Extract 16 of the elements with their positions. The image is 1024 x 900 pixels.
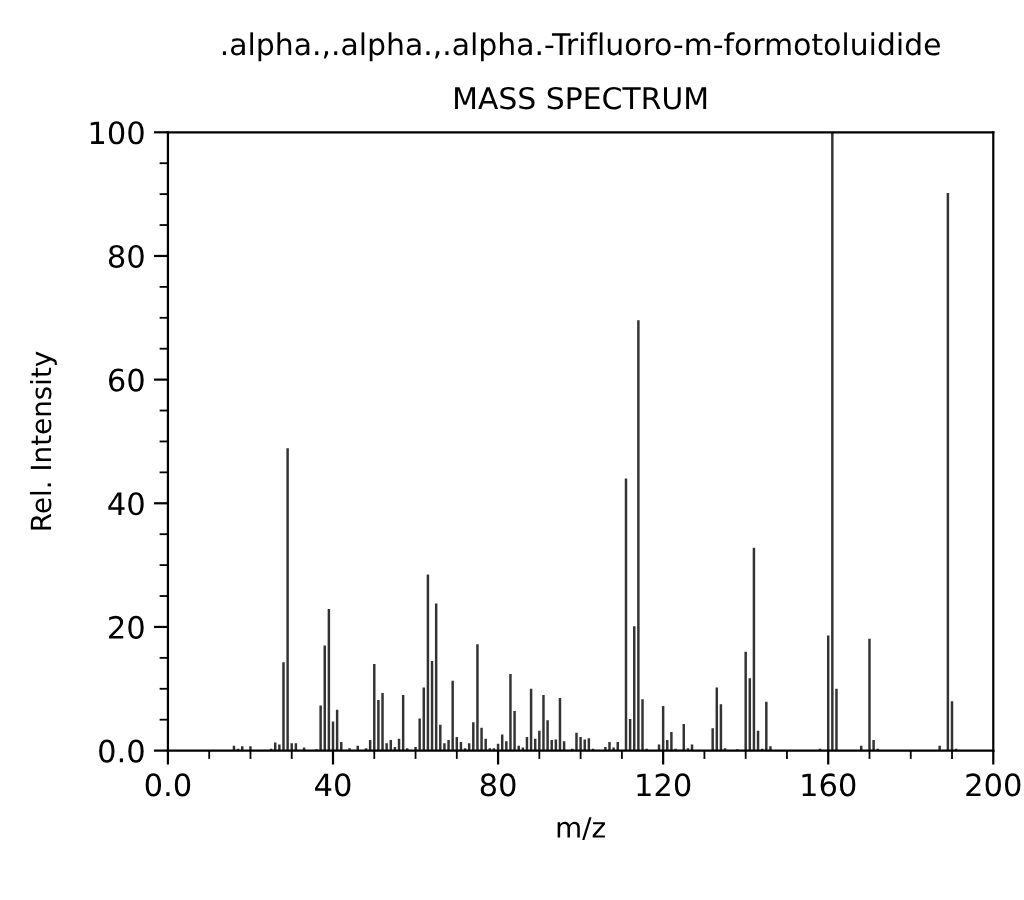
x-tick-label: 160 bbox=[802, 773, 856, 797]
x-axis-title: m/z bbox=[557, 817, 605, 840]
y-tick-label: 100 bbox=[90, 121, 144, 145]
x-tick-label: 200 bbox=[966, 773, 1021, 797]
chart-title: .alpha.,.alpha.,.alpha.-Trifluoro-m-formotoluidide bbox=[222, 32, 940, 62]
x-tick-label: 80 bbox=[480, 773, 516, 797]
y-tick-label: 20 bbox=[109, 615, 144, 639]
x-tick-label: 0.0 bbox=[145, 773, 191, 797]
chart-subtitle: MASS SPECTRUM bbox=[455, 86, 707, 110]
y-tick-label: 60 bbox=[108, 368, 144, 392]
x-tick-label: 40 bbox=[315, 773, 351, 797]
y-tick-label: 80 bbox=[108, 244, 144, 268]
y-axis-title: Rel. Intensity bbox=[29, 351, 57, 530]
x-tick-label: 120 bbox=[637, 773, 691, 797]
y-tick-label: 0.0 bbox=[99, 739, 144, 763]
y-tick-label: 40 bbox=[108, 492, 144, 516]
